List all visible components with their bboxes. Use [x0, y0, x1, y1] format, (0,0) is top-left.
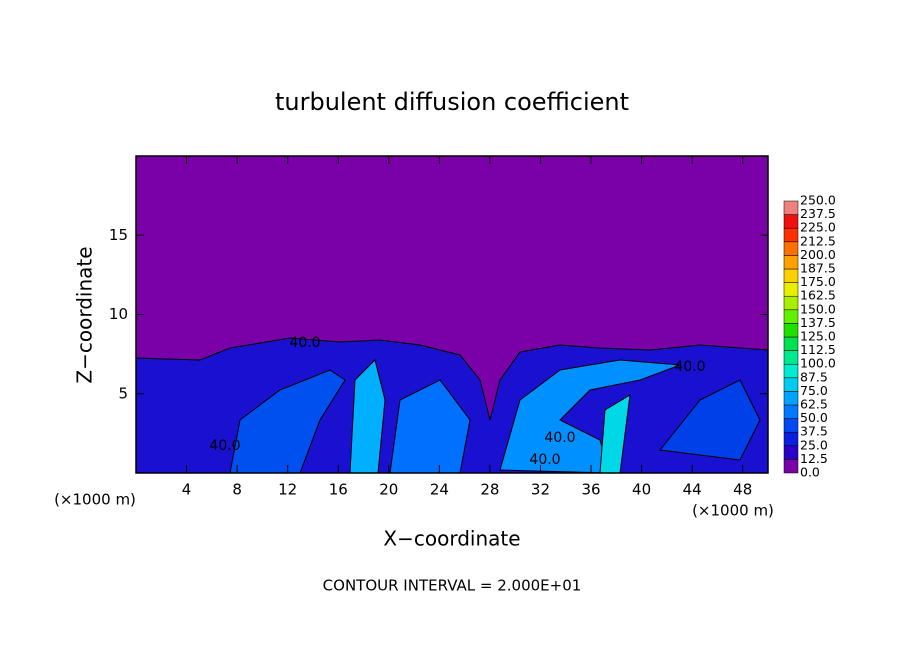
colorbar-label: 0.0 — [800, 465, 820, 480]
colorbar-label: 62.5 — [800, 397, 828, 412]
y-tick-label: 10 — [109, 305, 128, 323]
field — [135, 156, 769, 474]
colorbar-label: 237.5 — [800, 206, 836, 221]
contour-label: 40.0 — [544, 430, 575, 446]
colorbar-label: 162.5 — [800, 288, 836, 303]
colorbar-label: 200.0 — [800, 247, 836, 262]
colorbar-band — [783, 459, 799, 474]
colorbar-label: 100.0 — [800, 356, 836, 371]
colorbar-label: 175.0 — [800, 274, 836, 289]
y-tick-label: 5 — [118, 384, 128, 402]
y-tick-label: 15 — [109, 226, 128, 244]
x-tick-label: 12 — [278, 481, 297, 499]
x-tick-label: 40 — [632, 481, 651, 499]
x-tick-label: 20 — [379, 481, 398, 499]
colorbar-band — [783, 227, 799, 243]
colorbar-label: 137.5 — [800, 315, 836, 330]
colorbar-label: 150.0 — [800, 301, 836, 316]
colorbar-band — [783, 255, 799, 270]
x-tick-label: 48 — [733, 481, 752, 499]
colorbar-label: 212.5 — [800, 233, 836, 248]
colorbar-label: 187.5 — [800, 261, 836, 276]
colorbar-band — [783, 363, 799, 379]
x-tick-label: 4 — [182, 481, 192, 499]
colorbar-band — [783, 268, 799, 283]
contour-label: 40.0 — [209, 438, 240, 454]
y-axis-label: Z−coordinate — [73, 246, 97, 383]
colorbar-band — [783, 295, 799, 311]
x-axis-label: X−coordinate — [383, 527, 520, 551]
x-unit-label: (×1000 m) — [692, 502, 774, 520]
colorbar-band — [783, 200, 799, 215]
x-tick-label: 28 — [480, 481, 499, 499]
colorbar-label: 37.5 — [800, 424, 828, 439]
colorbar-band — [783, 336, 799, 351]
colorbar-label: 125.0 — [800, 329, 836, 344]
colorbar-label: 12.5 — [800, 451, 828, 466]
colorbar-band — [783, 404, 799, 419]
colorbar-band — [783, 214, 799, 229]
chart-title: turbulent diffusion coefficient — [275, 88, 629, 116]
x-tick-label: 16 — [329, 481, 348, 499]
colorbar-band — [783, 431, 799, 447]
colorbar-label: 87.5 — [800, 369, 828, 384]
footer: CONTOUR INTERVAL = 2.000E+01 — [323, 577, 582, 595]
colorbar-band — [783, 350, 799, 365]
field-region — [659, 379, 761, 461]
colorbar-band — [783, 391, 799, 406]
colorbar-band — [783, 323, 799, 338]
contour-label: 40.0 — [289, 335, 320, 351]
colorbar-label: 75.0 — [800, 383, 828, 398]
colorbar-label: 25.0 — [800, 437, 828, 452]
x-tick-label: 24 — [430, 481, 449, 499]
colorbar-band — [783, 418, 799, 433]
x-unit-label: (×1000 m) — [54, 491, 136, 509]
colorbar-label: 250.0 — [800, 193, 836, 208]
colorbar-band — [783, 282, 799, 297]
x-tick-label: 32 — [531, 481, 550, 499]
x-tick-label: 44 — [683, 481, 702, 499]
contour-label: 40.0 — [674, 359, 705, 375]
x-tick-label: 36 — [581, 481, 600, 499]
colorbar-label: 112.5 — [800, 342, 836, 357]
colorbar-band — [783, 445, 799, 460]
contour-label: 40.0 — [529, 452, 560, 468]
colorbar-band — [783, 377, 799, 392]
colorbar-band — [783, 241, 799, 256]
colorbar-label: 225.0 — [800, 220, 836, 235]
x-tick-label: 8 — [232, 481, 242, 499]
colorbar-band — [783, 309, 799, 324]
colorbar-label: 50.0 — [800, 410, 828, 425]
field-region — [229, 369, 346, 474]
